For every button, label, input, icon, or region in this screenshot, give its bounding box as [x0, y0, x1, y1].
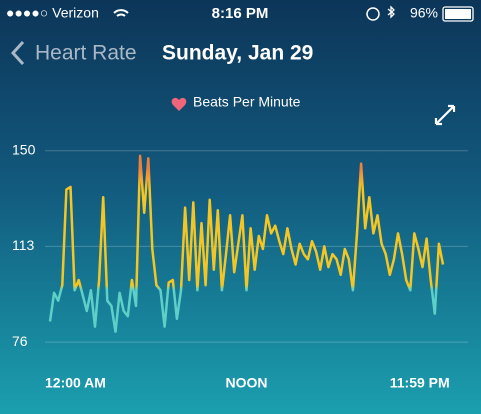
x-tick-label: NOON	[226, 375, 268, 391]
back-chevron[interactable]	[10, 40, 25, 66]
battery-text: 96%	[410, 5, 438, 21]
date-title: Sunday, Jan 29	[162, 42, 313, 65]
heart-rate-line	[48, 154, 445, 333]
carrier: ●●●●○ Verizon	[6, 5, 99, 21]
lock-icon	[366, 7, 380, 21]
back-button[interactable]: Heart Rate	[35, 42, 137, 65]
y-tick-label: 150	[12, 141, 36, 157]
y-tick-label: 113	[12, 237, 35, 253]
x-tick-label: 12:00 AM	[45, 375, 106, 391]
x-tick-label: 11:59 PM	[390, 375, 450, 391]
legend-heart	[171, 97, 187, 111]
battery-icon	[442, 6, 474, 22]
expand-button[interactable]	[434, 104, 456, 126]
wifi-icon	[113, 9, 129, 17]
battery-level	[445, 9, 471, 19]
legend-label: Beats Per Minute	[193, 94, 301, 110]
clock: 8:16 PM	[212, 5, 269, 22]
y-tick-label: 76	[12, 333, 28, 349]
bluetooth-icon	[387, 5, 395, 19]
